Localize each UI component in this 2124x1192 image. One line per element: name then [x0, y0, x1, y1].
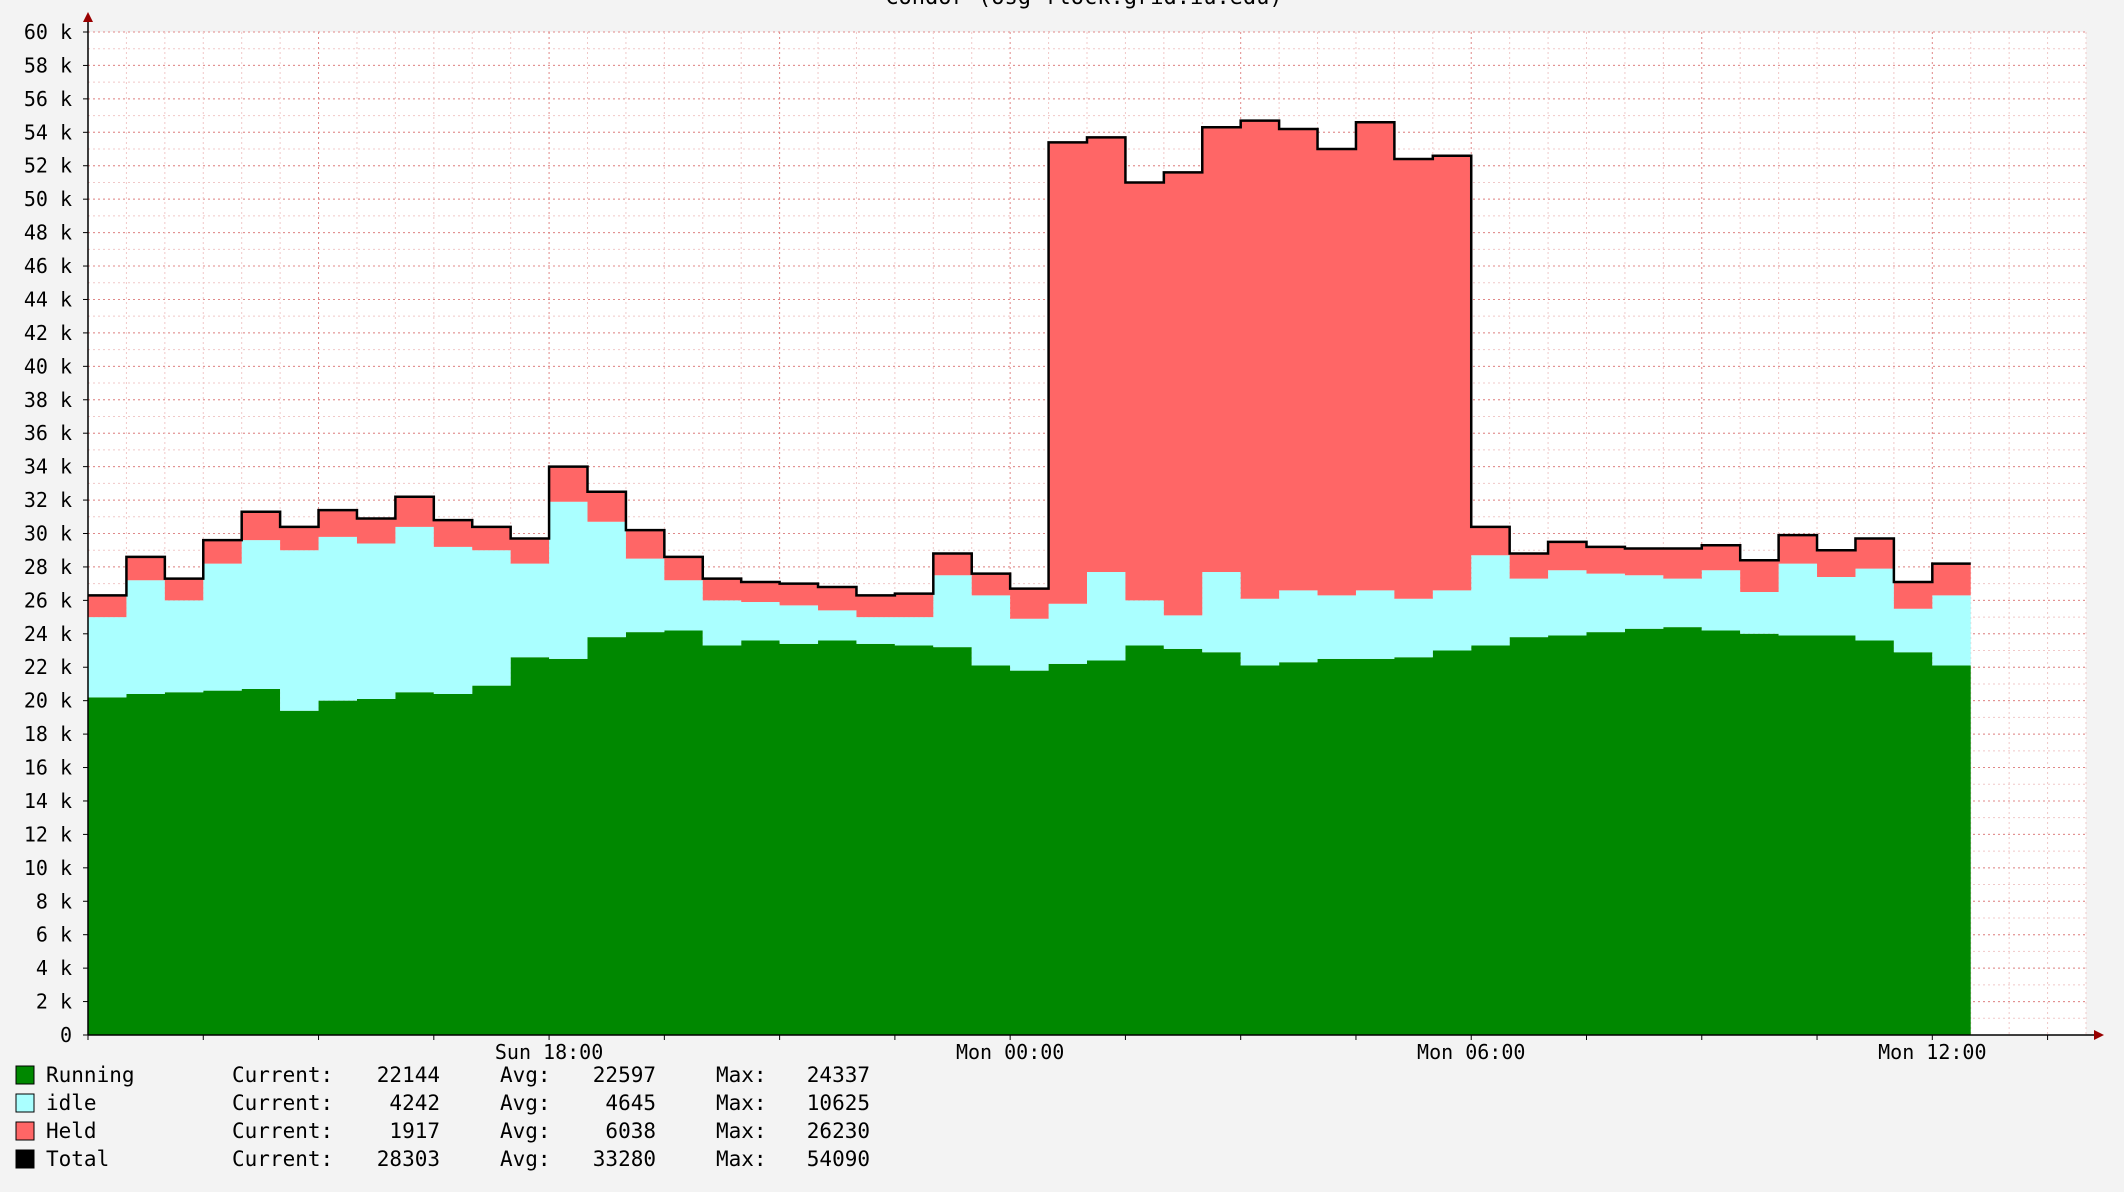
y-tick-label: 22 k [24, 655, 72, 679]
x-axis-arrow [2094, 1030, 2104, 1040]
y-tick-label: 36 k [24, 421, 72, 445]
series-area-held [88, 120, 1971, 619]
y-tick-label: 40 k [24, 354, 72, 378]
y-tick-label: 8 k [36, 889, 72, 913]
legend-avg-label: Avg: [500, 1063, 551, 1087]
y-tick-label: 6 k [36, 923, 72, 947]
y-tick-label: 18 k [24, 722, 72, 746]
legend-current-value: 22144 [377, 1063, 440, 1087]
y-tick-label: 34 k [24, 455, 72, 479]
x-tick-label: Mon 12:00 [1878, 1040, 1986, 1064]
y-tick-label: 0 [60, 1023, 72, 1047]
y-tick-label: 44 k [24, 287, 72, 311]
legend-current-value: 28303 [377, 1147, 440, 1171]
x-tick-label: Mon 06:00 [1417, 1040, 1525, 1064]
legend-avg-label: Avg: [500, 1119, 551, 1143]
legend-current-label: Current: [232, 1147, 333, 1171]
legend-avg-value: 4645 [605, 1091, 656, 1115]
legend-max-label: Max: [716, 1147, 767, 1171]
y-tick-label: 58 k [24, 53, 72, 77]
legend-current-label: Current: [232, 1063, 333, 1087]
y-axis-arrow [83, 12, 93, 22]
y-tick-label: 30 k [24, 522, 72, 546]
chart-title: Condor (osg-flock.grid.iu.edu) [885, 0, 1282, 10]
legend-avg-value: 6038 [605, 1119, 656, 1143]
y-tick-label: 24 k [24, 622, 72, 646]
y-tick-label: 32 k [24, 488, 72, 512]
legend-current-label: Current: [232, 1119, 333, 1143]
y-tick-label: 14 k [24, 789, 72, 813]
legend-max-label: Max: [716, 1063, 767, 1087]
legend-avg-value: 22597 [593, 1063, 656, 1087]
series-area-idle [88, 501, 1971, 711]
x-tick-label: Sun 18:00 [495, 1040, 603, 1064]
legend-avg-label: Avg: [500, 1091, 551, 1115]
legend-swatch-running [15, 1065, 35, 1085]
legend-name: idle [46, 1091, 97, 1115]
y-tick-label: 4 k [36, 956, 72, 980]
y-tick-label: 38 k [24, 388, 72, 412]
series-line-total [88, 119, 1971, 597]
y-tick-label: 12 k [24, 822, 72, 846]
legend-max-value: 26230 [807, 1119, 870, 1143]
y-tick-label: 2 k [36, 990, 72, 1014]
y-tick-label: 26 k [24, 588, 72, 612]
y-tick-label: 16 k [24, 756, 72, 780]
series-area-running [88, 627, 1971, 1035]
legend-avg-label: Avg: [500, 1147, 551, 1171]
axes: 0 2 k 4 k 6 k 8 k 10 k 12 k 14 k 16 k 18 k 20 k 22 … [24, 12, 2104, 1064]
y-tick-label: 28 k [24, 555, 72, 579]
y-tick-label: 10 k [24, 856, 72, 880]
y-tick-label: 60 k [24, 20, 72, 44]
legend-max-label: Max: [716, 1091, 767, 1115]
legend-max-value: 10625 [807, 1091, 870, 1115]
y-tick-label: 46 k [24, 254, 72, 278]
legend-name: Held [46, 1119, 97, 1143]
legend-swatch-held [15, 1121, 35, 1141]
legend-max-label: Max: [716, 1119, 767, 1143]
legend-current-value: 1917 [389, 1119, 440, 1143]
legend: Running Current: 22144 Avg: 22597 Max: 24337 id… [15, 1063, 870, 1171]
legend-swatch-total [15, 1149, 35, 1169]
y-tick-label: 56 k [24, 87, 72, 111]
legend-current-label: Current: [232, 1091, 333, 1115]
stacked-areas [88, 119, 1971, 1035]
legend-name: Total [46, 1147, 109, 1171]
y-tick-label: 52 k [24, 154, 72, 178]
legend-name: Running [46, 1063, 135, 1087]
legend-avg-value: 33280 [593, 1147, 656, 1171]
y-tick-label: 48 k [24, 221, 72, 245]
legend-max-value: 54090 [807, 1147, 870, 1171]
y-tick-label: 20 k [24, 689, 72, 713]
x-tick-label: Mon 00:00 [956, 1040, 1064, 1064]
legend-max-value: 24337 [807, 1063, 870, 1087]
legend-current-value: 4242 [389, 1091, 440, 1115]
y-tick-label: 50 k [24, 187, 72, 211]
y-tick-label: 54 k [24, 120, 72, 144]
y-tick-label: 42 k [24, 321, 72, 345]
legend-swatch-idle [15, 1093, 35, 1113]
